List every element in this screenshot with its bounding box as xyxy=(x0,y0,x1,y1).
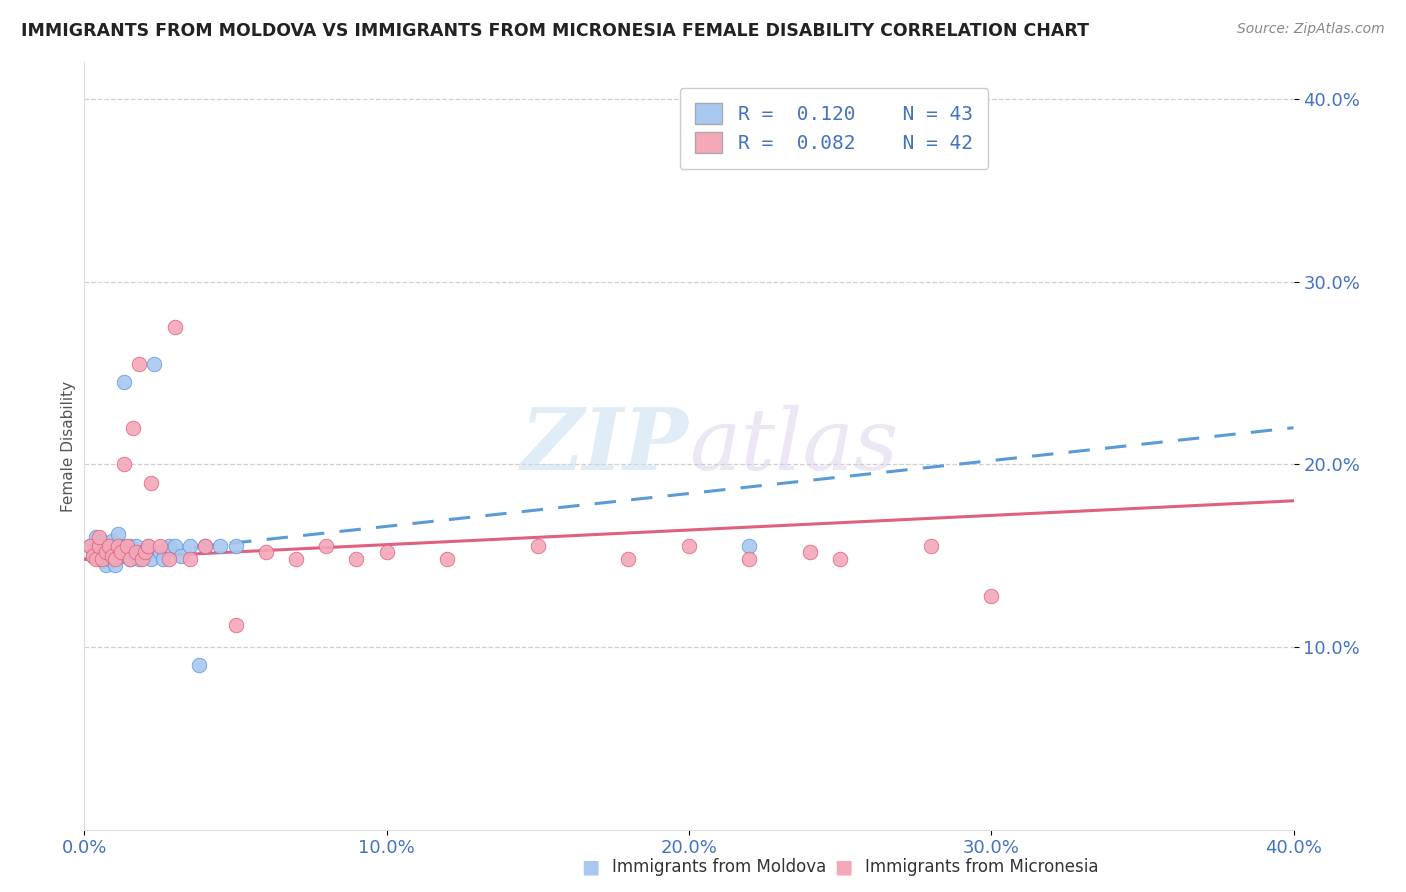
Point xyxy=(375,545,398,559)
Point xyxy=(86,530,108,544)
Point xyxy=(104,558,127,572)
Point xyxy=(79,540,101,554)
Point xyxy=(115,540,138,554)
Point xyxy=(799,545,821,559)
Point xyxy=(110,545,132,559)
Point xyxy=(107,540,129,554)
Text: IMMIGRANTS FROM MOLDOVA VS IMMIGRANTS FROM MICRONESIA FEMALE DISABILITY CORRELAT: IMMIGRANTS FROM MOLDOVA VS IMMIGRANTS FR… xyxy=(21,22,1090,40)
Text: ■: ■ xyxy=(834,857,853,877)
Point xyxy=(738,552,761,566)
Point xyxy=(112,457,135,471)
Point xyxy=(188,658,211,673)
Point xyxy=(165,320,187,334)
Point xyxy=(225,618,247,632)
Point xyxy=(128,552,150,566)
Point xyxy=(170,549,193,563)
Point xyxy=(136,540,159,554)
Text: ■: ■ xyxy=(581,857,600,877)
Point xyxy=(118,552,141,566)
Point xyxy=(91,549,114,563)
Point xyxy=(82,549,104,563)
Point xyxy=(112,375,135,389)
Point xyxy=(179,552,201,566)
Point xyxy=(125,540,148,554)
Point xyxy=(149,545,172,559)
Point xyxy=(134,549,156,563)
Point xyxy=(920,540,942,554)
Point xyxy=(107,526,129,541)
Point xyxy=(118,540,141,554)
Point xyxy=(139,552,162,566)
Point xyxy=(100,549,122,563)
Point xyxy=(121,421,143,435)
Point xyxy=(527,540,550,554)
Point xyxy=(830,552,852,566)
Point xyxy=(100,545,122,559)
Point xyxy=(110,549,132,563)
Point xyxy=(107,540,129,554)
Point xyxy=(209,540,232,554)
Point xyxy=(118,552,141,566)
Text: atlas: atlas xyxy=(689,405,898,487)
Point xyxy=(179,540,201,554)
Point xyxy=(97,540,120,554)
Point xyxy=(254,545,277,559)
Legend: R =  0.120    N = 43, R =  0.082    N = 42: R = 0.120 N = 43, R = 0.082 N = 42 xyxy=(679,87,988,169)
Point xyxy=(94,545,117,559)
Point xyxy=(617,552,640,566)
Point xyxy=(82,549,104,563)
Point xyxy=(91,533,114,548)
Point xyxy=(89,530,111,544)
Point xyxy=(94,558,117,572)
Point xyxy=(346,552,368,566)
Point xyxy=(131,552,153,566)
Point xyxy=(91,552,114,566)
Point xyxy=(112,540,135,554)
Point xyxy=(89,540,111,554)
Point xyxy=(100,533,122,548)
Text: ZIP: ZIP xyxy=(522,404,689,488)
Point xyxy=(131,545,153,559)
Point xyxy=(157,552,180,566)
Point xyxy=(121,545,143,559)
Point xyxy=(157,540,180,554)
Point xyxy=(128,357,150,371)
Point xyxy=(678,540,700,554)
Point xyxy=(142,357,165,371)
Point xyxy=(980,589,1002,603)
Text: Immigrants from Moldova: Immigrants from Moldova xyxy=(612,858,825,876)
Point xyxy=(152,552,174,566)
Point xyxy=(315,540,337,554)
Point xyxy=(89,540,111,554)
Point xyxy=(134,545,156,559)
Point xyxy=(225,540,247,554)
Point xyxy=(89,549,111,563)
Point xyxy=(115,549,138,563)
Point xyxy=(194,540,217,554)
Point xyxy=(285,552,308,566)
Point xyxy=(125,545,148,559)
Point xyxy=(165,540,187,554)
Point xyxy=(104,552,127,566)
Point xyxy=(94,545,117,559)
Point xyxy=(79,540,101,554)
Point xyxy=(86,540,108,554)
Point xyxy=(139,475,162,490)
Point xyxy=(104,549,127,563)
Point xyxy=(86,552,108,566)
Point xyxy=(97,552,120,566)
Point xyxy=(136,540,159,554)
Point xyxy=(738,540,761,554)
Y-axis label: Female Disability: Female Disability xyxy=(60,380,76,512)
Text: Source: ZipAtlas.com: Source: ZipAtlas.com xyxy=(1237,22,1385,37)
Text: Immigrants from Micronesia: Immigrants from Micronesia xyxy=(865,858,1098,876)
Point xyxy=(97,540,120,554)
Point xyxy=(194,540,217,554)
Point xyxy=(149,540,172,554)
Point xyxy=(436,552,458,566)
